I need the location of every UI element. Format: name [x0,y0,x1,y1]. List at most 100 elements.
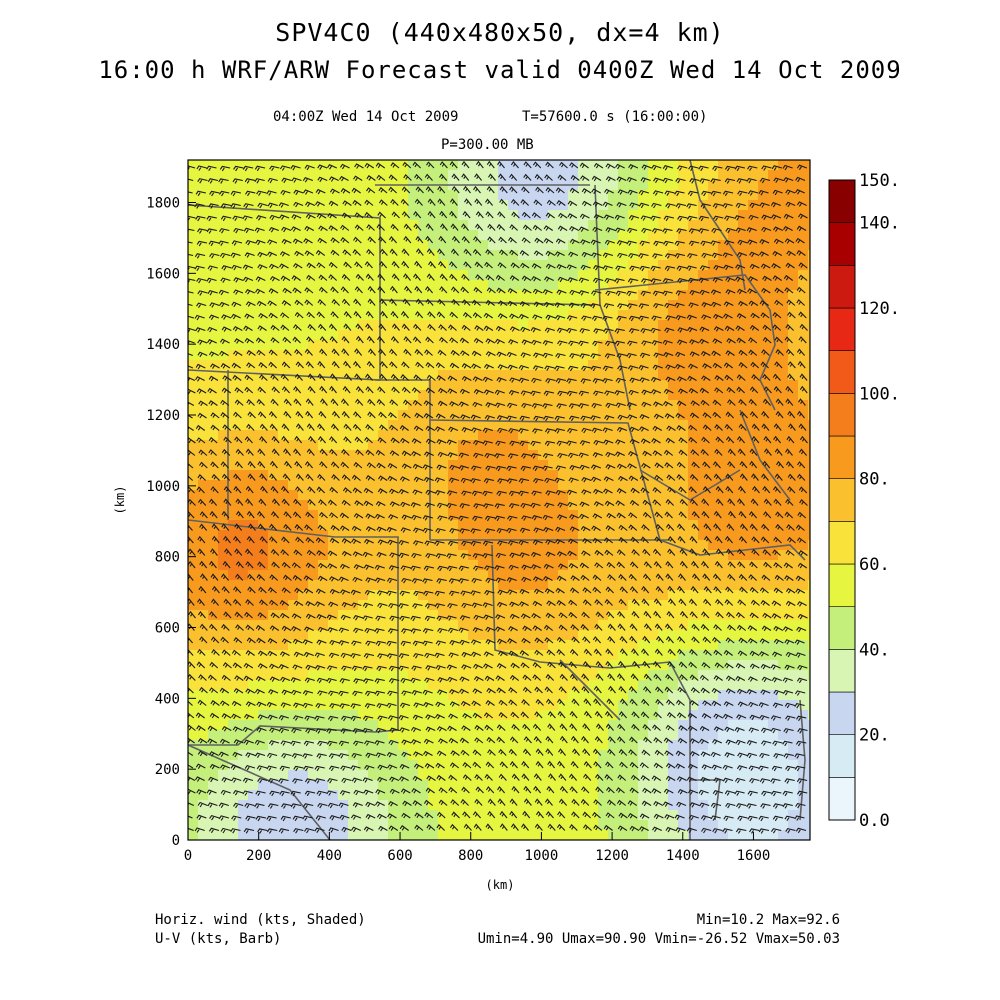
field-cell [448,670,459,681]
field-cell [528,360,539,371]
wind-barb [242,790,253,796]
field-cell [728,740,739,751]
field-cell [208,200,219,211]
field-cell [678,580,689,591]
field-cell [448,660,459,671]
field-cell [188,160,199,171]
field-cell [208,770,219,781]
field-cell [418,370,429,381]
wind-barb [199,623,208,631]
field-cell [758,830,769,840]
field-cell [808,740,810,751]
wind-barb [328,176,339,182]
field-cell [508,700,519,711]
field-cell [658,830,669,840]
field-cell [398,350,409,361]
field-cell [478,260,489,271]
field-cell [568,240,579,251]
field-cell [548,240,559,251]
field-cell [708,790,719,801]
field-cell [258,780,269,791]
field-cell [368,560,379,571]
field-cell [588,760,599,771]
field-cell [718,370,729,381]
field-cell [688,320,699,331]
field-cell [778,430,789,441]
wind-barb [195,376,205,382]
field-cell [588,230,599,241]
field-cell [608,420,619,431]
field-cell [258,790,269,801]
field-cell [188,310,199,321]
field-cell [698,180,709,191]
field-cell [298,390,309,401]
field-cell [728,170,739,181]
field-cell [648,340,659,351]
field-cell [738,350,749,361]
field-cell [318,300,329,311]
field-cell [498,590,509,601]
field-cell [808,720,810,731]
field-cell [228,160,239,171]
field-cell [758,760,769,771]
wind-barb [254,688,265,695]
field-cell [678,720,689,731]
field-cell [468,320,479,331]
field-cell [428,480,439,491]
field-cell [808,340,810,351]
field-cell [688,720,699,731]
field-cell [268,830,279,840]
field-cell [648,200,659,211]
field-cell [708,390,719,401]
field-cell [578,420,589,431]
field-cell [218,190,229,201]
field-cell [258,710,269,721]
field-cell [478,250,489,261]
field-cell [378,680,389,691]
field-cell [428,400,439,411]
wind-barb [315,815,326,821]
field-cell [198,330,209,341]
field-cell [778,650,789,661]
field-cell [598,730,609,741]
field-cell [528,640,539,651]
field-cell [708,600,719,611]
field-cell [678,530,689,541]
field-cell [268,330,279,341]
wind-barb [291,613,302,619]
field-cell [678,570,689,581]
field-cell [588,740,599,751]
field-cell [428,770,439,781]
field-cell [328,230,339,241]
field-cell [348,420,359,431]
field-cell [438,760,449,771]
field-cell [578,640,589,651]
wind-barb [219,190,230,197]
field-cell [628,420,639,431]
field-cell [718,680,729,691]
field-cell [588,270,599,281]
field-cell [668,680,679,691]
field-cell [438,660,449,671]
field-cell [408,330,419,341]
field-cell [478,330,489,341]
field-cell [228,240,239,251]
field-cell [718,790,729,801]
field-cell [648,180,659,191]
field-cell [248,300,259,311]
wind-barb [307,323,316,331]
field-cell [578,690,589,701]
field-cell [478,160,489,171]
field-cell [698,680,709,691]
field-cell [188,590,199,601]
field-cell [388,600,399,611]
field-cell [448,690,459,701]
field-cell [358,220,369,231]
wind-barb [291,214,302,220]
field-cell [668,270,679,281]
wind-barb [291,625,301,632]
field-cell [498,580,509,591]
field-cell [728,600,739,611]
field-cell [778,530,789,541]
field-cell [198,380,209,391]
